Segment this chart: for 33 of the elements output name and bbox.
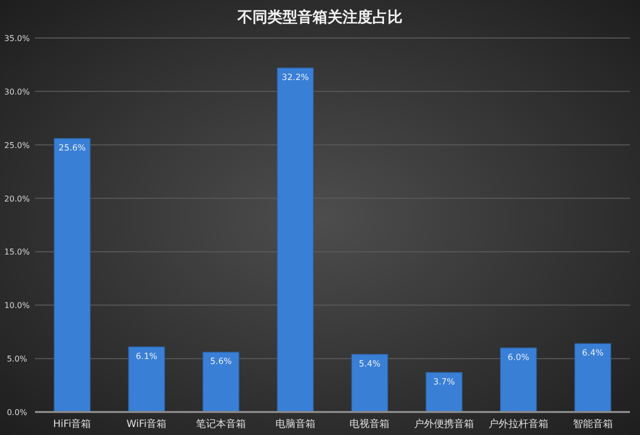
bar (54, 138, 91, 412)
x-tick-label: WiFi音箱 (126, 418, 167, 430)
data-label: 5.6% (210, 357, 232, 368)
bar (426, 372, 462, 412)
bar (574, 343, 612, 412)
y-tick-label: 0.0% (6, 408, 28, 417)
y-tick-label: 35.0% (4, 34, 30, 43)
y-tick-label: 15.0% (4, 248, 30, 257)
y-tick-label: 10.0% (4, 301, 30, 310)
x-tick-label: HiFi音箱 (53, 418, 92, 430)
x-tick-label: 笔记本音箱 (196, 418, 246, 430)
data-label: 6.1% (136, 352, 158, 362)
bar (128, 346, 165, 412)
y-tick-label: 30.0% (4, 87, 30, 96)
data-label: 32.2% (282, 72, 309, 83)
y-tick-label: 5.0% (6, 354, 28, 364)
data-label: 25.6% (58, 143, 86, 154)
y-tick-label: 20.0% (4, 194, 30, 204)
data-label: 5.4% (358, 359, 380, 370)
bar (500, 347, 537, 412)
data-label: 6.4% (582, 348, 604, 359)
bar (202, 352, 240, 412)
bar (276, 68, 314, 412)
x-tick-label: 电视音箱 (350, 418, 390, 430)
x-tick-label: 电脑音箱 (275, 418, 316, 430)
chart-title: 不同类型音箱关注度占比 (236, 8, 402, 26)
x-tick-label: 智能音箱 (572, 418, 613, 430)
data-label: 6.0% (508, 352, 530, 363)
y-tick-label: 25.0% (4, 140, 30, 150)
x-tick-label: 户外便携音箱 (414, 418, 474, 430)
data-label: 3.7% (433, 377, 455, 388)
x-tick-label: 户外拉杆音箱 (488, 418, 548, 430)
bar (351, 354, 388, 412)
